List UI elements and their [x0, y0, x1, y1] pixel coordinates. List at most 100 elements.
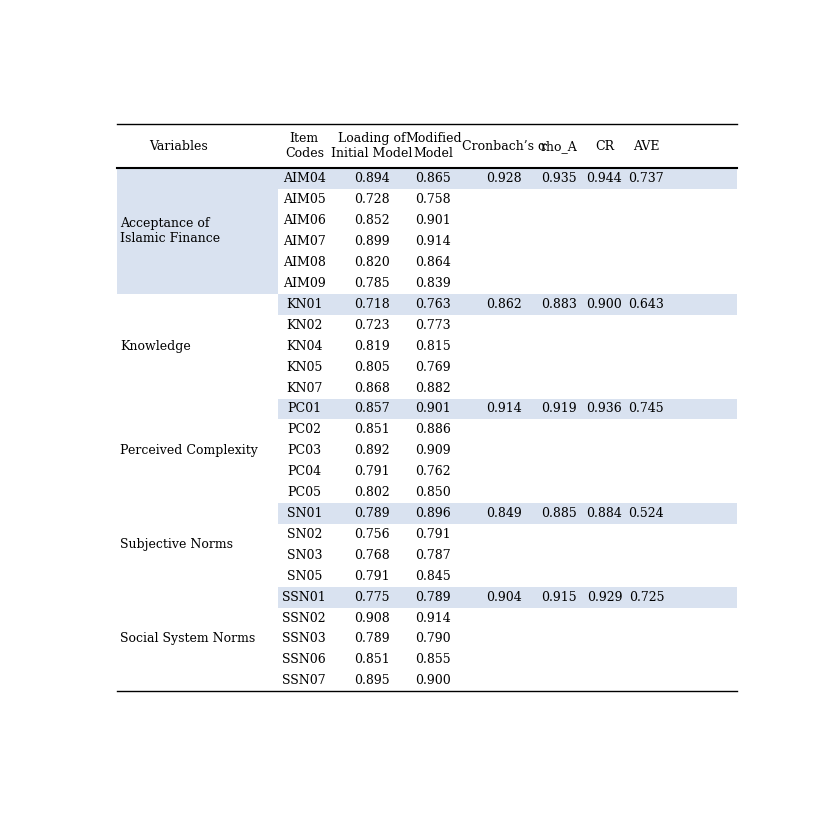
Text: 0.864: 0.864: [416, 256, 451, 269]
Text: SN02: SN02: [287, 528, 322, 541]
Text: Item
Codes: Item Codes: [285, 133, 324, 160]
Text: SSN02: SSN02: [282, 611, 326, 625]
Text: KN01: KN01: [286, 298, 322, 311]
Text: Modified
Model: Modified Model: [405, 133, 461, 160]
Text: 0.839: 0.839: [416, 277, 451, 290]
Bar: [278, 398, 736, 420]
Text: 0.789: 0.789: [416, 591, 451, 604]
Text: 0.914: 0.914: [486, 402, 522, 416]
Text: Perceived Complexity: Perceived Complexity: [120, 444, 258, 458]
Text: 0.769: 0.769: [416, 360, 451, 374]
Text: 0.768: 0.768: [354, 549, 390, 562]
Text: 0.849: 0.849: [486, 507, 522, 520]
Text: 0.929: 0.929: [586, 591, 622, 604]
Text: 0.944: 0.944: [586, 173, 622, 185]
Text: 0.935: 0.935: [541, 173, 577, 185]
Text: 0.850: 0.850: [416, 486, 451, 499]
Text: 0.787: 0.787: [416, 549, 451, 562]
Text: 0.789: 0.789: [354, 633, 390, 645]
Text: 0.904: 0.904: [486, 591, 522, 604]
Text: 0.763: 0.763: [416, 298, 451, 311]
Text: AIM05: AIM05: [283, 193, 326, 207]
Text: 0.790: 0.790: [416, 633, 451, 645]
Text: 0.857: 0.857: [354, 402, 390, 416]
Text: 0.845: 0.845: [416, 570, 451, 583]
Text: 0.900: 0.900: [416, 674, 451, 687]
Text: 0.901: 0.901: [416, 402, 451, 416]
Text: AIM06: AIM06: [283, 214, 326, 227]
Text: Social System Norms: Social System Norms: [120, 633, 256, 645]
Text: KN04: KN04: [286, 340, 322, 353]
Text: KN05: KN05: [286, 360, 322, 374]
Text: PC02: PC02: [287, 423, 322, 436]
Text: PC01: PC01: [287, 402, 322, 416]
Text: 0.894: 0.894: [354, 173, 390, 185]
Text: 0.908: 0.908: [354, 611, 390, 625]
Text: 0.885: 0.885: [541, 507, 577, 520]
Text: 0.882: 0.882: [416, 382, 451, 394]
Text: 0.865: 0.865: [416, 173, 451, 185]
Text: Variables: Variables: [149, 140, 207, 153]
Text: Acceptance of
Islamic Finance: Acceptance of Islamic Finance: [120, 217, 221, 245]
Text: Cronbach’s α: Cronbach’s α: [462, 140, 546, 153]
Text: 0.851: 0.851: [354, 653, 390, 667]
Text: 0.725: 0.725: [629, 591, 664, 604]
Text: Knowledge: Knowledge: [120, 340, 191, 353]
Text: 0.820: 0.820: [354, 256, 390, 269]
Text: 0.791: 0.791: [354, 465, 390, 478]
Text: 0.718: 0.718: [354, 298, 390, 311]
Text: 0.762: 0.762: [416, 465, 451, 478]
Bar: [278, 294, 736, 315]
Text: 0.936: 0.936: [586, 402, 622, 416]
Bar: [278, 503, 736, 524]
Text: 0.791: 0.791: [354, 570, 390, 583]
Text: 0.892: 0.892: [354, 444, 390, 458]
Text: PC04: PC04: [287, 465, 322, 478]
Text: 0.643: 0.643: [628, 298, 665, 311]
Text: AVE: AVE: [633, 140, 660, 153]
Text: 0.758: 0.758: [416, 193, 451, 207]
Text: SN01: SN01: [287, 507, 322, 520]
Text: 0.896: 0.896: [416, 507, 451, 520]
Text: AIM07: AIM07: [283, 235, 326, 249]
Bar: [117, 169, 278, 294]
Text: 0.756: 0.756: [354, 528, 390, 541]
Text: 0.928: 0.928: [486, 173, 522, 185]
Text: 0.868: 0.868: [354, 382, 390, 394]
Text: KN02: KN02: [286, 319, 322, 332]
Bar: [278, 587, 736, 607]
Text: SSN06: SSN06: [282, 653, 327, 667]
Text: 0.851: 0.851: [354, 423, 390, 436]
Text: SN03: SN03: [287, 549, 322, 562]
Text: Subjective Norms: Subjective Norms: [120, 538, 233, 551]
Text: 0.915: 0.915: [541, 591, 577, 604]
Text: 0.819: 0.819: [354, 340, 390, 353]
Text: AIM09: AIM09: [283, 277, 326, 290]
Text: 0.862: 0.862: [486, 298, 522, 311]
Text: 0.883: 0.883: [541, 298, 577, 311]
Text: 0.737: 0.737: [629, 173, 664, 185]
Text: 0.773: 0.773: [416, 319, 451, 332]
Text: 0.852: 0.852: [354, 214, 390, 227]
Text: PC05: PC05: [287, 486, 322, 499]
Text: 0.815: 0.815: [416, 340, 451, 353]
Text: 0.900: 0.900: [586, 298, 622, 311]
Text: 0.805: 0.805: [354, 360, 390, 374]
Text: SSN07: SSN07: [282, 674, 326, 687]
Text: 0.901: 0.901: [416, 214, 451, 227]
Text: KN07: KN07: [286, 382, 322, 394]
Text: AIM08: AIM08: [283, 256, 326, 269]
Text: Loading of
Initial Model: Loading of Initial Model: [332, 133, 412, 160]
Text: 0.895: 0.895: [354, 674, 390, 687]
Text: CR: CR: [595, 140, 614, 153]
Text: 0.884: 0.884: [586, 507, 622, 520]
Text: 0.785: 0.785: [354, 277, 390, 290]
Text: rho_A: rho_A: [541, 140, 577, 153]
Text: AIM04: AIM04: [283, 173, 326, 185]
Text: 0.909: 0.909: [416, 444, 451, 458]
Bar: [278, 169, 736, 189]
Text: 0.914: 0.914: [416, 611, 451, 625]
Text: SSN01: SSN01: [282, 591, 327, 604]
Text: 0.728: 0.728: [354, 193, 390, 207]
Text: 0.802: 0.802: [354, 486, 390, 499]
